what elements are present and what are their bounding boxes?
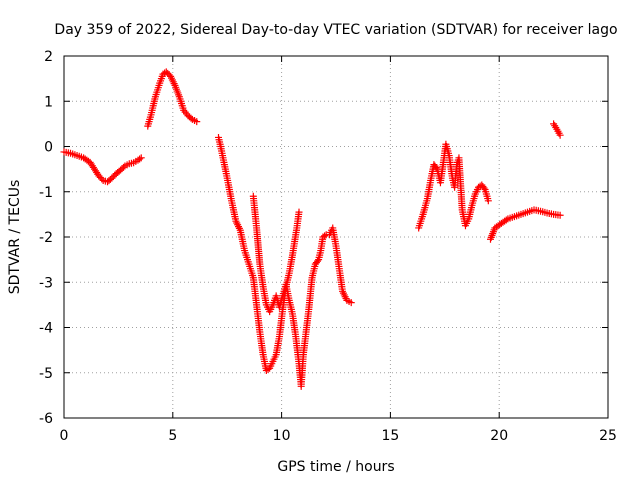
data-point bbox=[187, 114, 195, 122]
data-series bbox=[60, 68, 564, 390]
data-point bbox=[193, 118, 201, 126]
data-point bbox=[556, 131, 564, 139]
x-tick-label: 25 bbox=[599, 428, 617, 444]
y-axis-label: SDTVAR / TECUs bbox=[7, 180, 23, 295]
y-tick-label: 2 bbox=[44, 49, 53, 65]
data-point bbox=[432, 164, 440, 172]
x-tick-label: 0 bbox=[60, 428, 69, 444]
data-point bbox=[480, 184, 488, 192]
y-tick-label: -1 bbox=[39, 185, 53, 201]
data-point bbox=[137, 154, 145, 162]
data-point bbox=[119, 163, 127, 171]
chart-title: Day 359 of 2022, Sidereal Day-to-day VTE… bbox=[54, 22, 617, 38]
x-tick-label: 5 bbox=[168, 428, 177, 444]
y-tick-label: -3 bbox=[39, 275, 53, 291]
data-point bbox=[314, 257, 322, 265]
x-tick-label: 20 bbox=[490, 428, 508, 444]
data-point bbox=[295, 208, 303, 216]
data-point bbox=[502, 216, 510, 224]
y-tick-label: -5 bbox=[39, 366, 53, 382]
y-tick-label: -4 bbox=[39, 321, 53, 337]
data-point bbox=[321, 232, 329, 240]
y-tick-label: -6 bbox=[39, 411, 53, 427]
x-tick-label: 15 bbox=[381, 428, 399, 444]
x-axis-label: GPS time / hours bbox=[277, 459, 394, 475]
data-point bbox=[136, 155, 144, 163]
data-point bbox=[556, 211, 564, 219]
x-tick-label: 10 bbox=[273, 428, 291, 444]
y-tick-label: -2 bbox=[39, 230, 53, 246]
y-tick-label: 1 bbox=[44, 94, 53, 110]
axis-ticks: 0 5 10 15 20 25 -6 -5 -4 -3 -2 -1 0 1 2 bbox=[39, 49, 617, 444]
data-point bbox=[484, 197, 492, 205]
data-point bbox=[347, 299, 355, 307]
data-point bbox=[98, 175, 106, 183]
y-tick-label: 0 bbox=[44, 140, 53, 156]
